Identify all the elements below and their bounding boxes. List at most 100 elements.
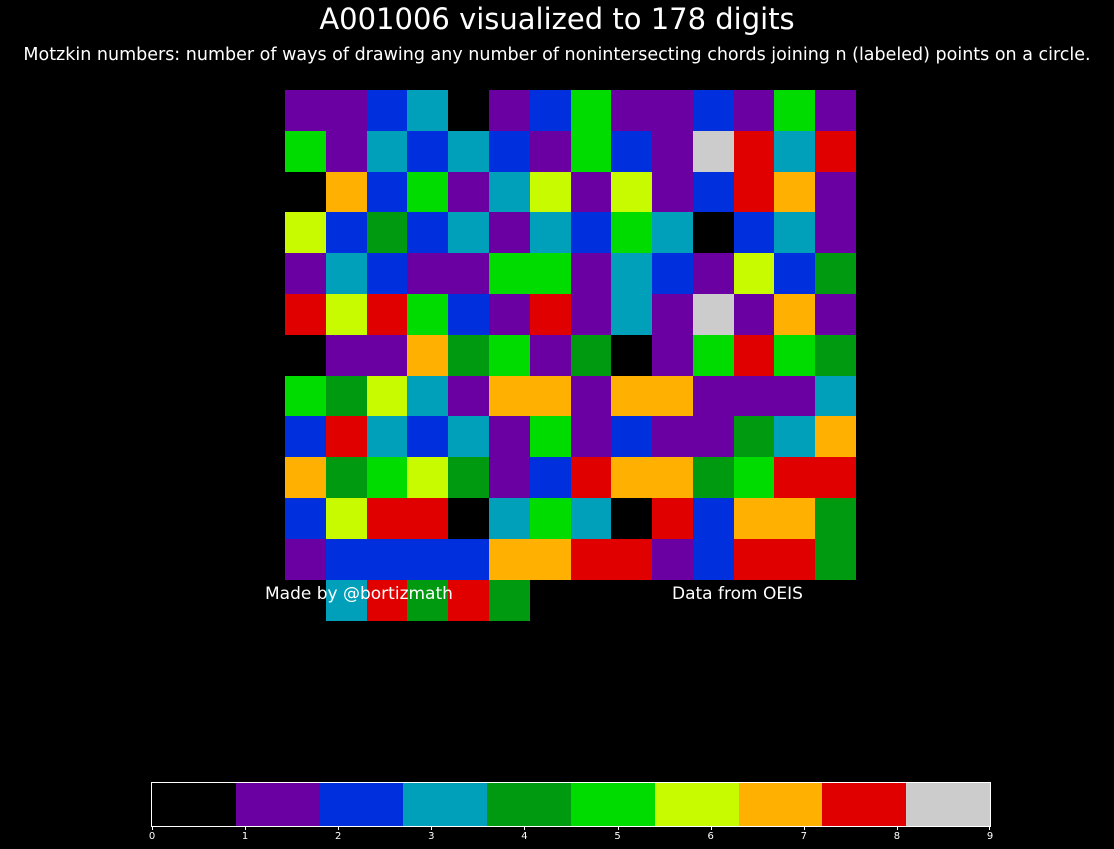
heatmap-cell: [774, 294, 816, 336]
heatmap-cell: [815, 416, 857, 458]
heatmap-cell: [366, 334, 408, 377]
heatmap-cell: [448, 538, 490, 581]
heatmap-cell: [366, 538, 408, 581]
heatmap-cell: [570, 130, 612, 173]
heatmap-cell: [529, 130, 571, 173]
heatmap-cell: [652, 538, 694, 581]
heatmap-cell: [285, 416, 327, 458]
heatmap-cell: [448, 171, 490, 213]
heatmap-cell: [325, 212, 368, 254]
heatmap-cell: [611, 171, 653, 213]
heatmap-cell: [285, 171, 327, 213]
heatmap-cell: [733, 253, 775, 295]
heatmap-cell: [407, 171, 449, 213]
heatmap-cell: [488, 212, 531, 254]
heatmap-cell: [488, 375, 531, 417]
heatmap-cell: [285, 375, 327, 417]
heatmap-cell: [611, 457, 653, 499]
heatmap-cell: [448, 416, 490, 458]
colorbar-swatch: [738, 783, 823, 826]
colorbar-tick: [338, 826, 340, 830]
heatmap-cell: [652, 375, 694, 417]
heatmap-cell: [366, 212, 408, 254]
colorbar-tick-label: 1: [241, 831, 249, 842]
heatmap-cell: [407, 375, 449, 417]
heatmap-cell: [815, 457, 857, 499]
heatmap-cell: [652, 498, 694, 540]
heatmap-cell: [733, 498, 775, 540]
colorbar-tick-label: 8: [893, 831, 901, 842]
heatmap-cell: [692, 171, 735, 213]
heatmap-cell: [774, 212, 816, 254]
heatmap-cell: [815, 90, 857, 132]
heatmap-cell: [529, 90, 571, 132]
heatmap-cell: [570, 375, 612, 417]
heatmap-cell: [448, 90, 490, 132]
colorbar-tick: [803, 826, 805, 830]
heatmap-cell: [366, 253, 408, 295]
heatmap-cell: [570, 457, 612, 499]
heatmap-cell: [570, 498, 612, 540]
heatmap-cell: [570, 334, 612, 377]
heatmap-cell: [815, 375, 857, 417]
heatmap-cell: [692, 375, 735, 417]
heatmap-cell: [815, 253, 857, 295]
colorbar-tick-label: 7: [800, 831, 807, 842]
heatmap-cell: [692, 90, 735, 132]
heatmap-cell: [285, 130, 327, 173]
heatmap-cell: [325, 375, 368, 417]
heatmap-cell: [570, 90, 612, 132]
heatmap-cell: [325, 579, 368, 621]
heatmap-cell: [285, 579, 327, 621]
heatmap-cell: [285, 90, 327, 132]
heatmap-cell: [488, 579, 531, 621]
heatmap-cell: [652, 334, 694, 377]
heatmap-cell: [366, 294, 408, 336]
heatmap-cell: [692, 253, 735, 295]
heatmap-cell: [611, 498, 653, 540]
heatmap-cell: [325, 171, 368, 213]
chart-subtitle: Motzkin numbers: number of ways of drawi…: [23, 45, 1091, 65]
colorbar-tick: [710, 826, 712, 830]
heatmap-cell: [448, 294, 490, 336]
colorbar-tick-label: 6: [707, 831, 714, 842]
colorbar-swatch: [403, 783, 488, 826]
heatmap-cell: [774, 171, 816, 213]
heatmap-cell: [774, 253, 816, 295]
heatmap-cell: [815, 212, 857, 254]
heatmap-cell: [488, 416, 531, 458]
heatmap-cell: [488, 334, 531, 377]
heatmap-cell: [448, 130, 490, 173]
heatmap-cell: [488, 253, 531, 295]
colorbar-tick-label: 2: [335, 831, 342, 842]
heatmap-cell: [366, 90, 408, 132]
heatmap-cell: [366, 171, 408, 213]
heatmap-cell: [529, 416, 571, 458]
heatmap-cell: [611, 294, 653, 336]
heatmap-cell: [285, 294, 327, 336]
colorbar-tick-label: 0: [148, 831, 156, 842]
heatmap-cell: [733, 90, 775, 132]
heatmap-cell: [407, 334, 449, 377]
heatmap-cell: [692, 498, 735, 540]
heatmap-cell: [611, 375, 653, 417]
heatmap-cell: [448, 375, 490, 417]
heatmap-cell: [488, 130, 531, 173]
heatmap-cell: [611, 334, 653, 377]
colorbar-swatch: [906, 783, 991, 826]
heatmap-cell: [407, 579, 449, 621]
chart-title: A001006 visualized to 178 digits: [319, 2, 795, 36]
heatmap-cell: [774, 416, 816, 458]
heatmap-cell: [692, 212, 735, 254]
heatmap-cell: [692, 457, 735, 499]
heatmap-cell: [488, 171, 531, 213]
heatmap-cell: [652, 457, 694, 499]
heatmap-cell: [652, 294, 694, 336]
heatmap-cell: [325, 538, 368, 581]
heatmap-cell: [366, 416, 408, 458]
heatmap-cell: [448, 579, 490, 621]
heatmap-cell: [285, 457, 327, 499]
colorbar-swatch: [152, 783, 237, 826]
heatmap-cell: [366, 498, 408, 540]
heatmap-cell: [366, 579, 408, 621]
